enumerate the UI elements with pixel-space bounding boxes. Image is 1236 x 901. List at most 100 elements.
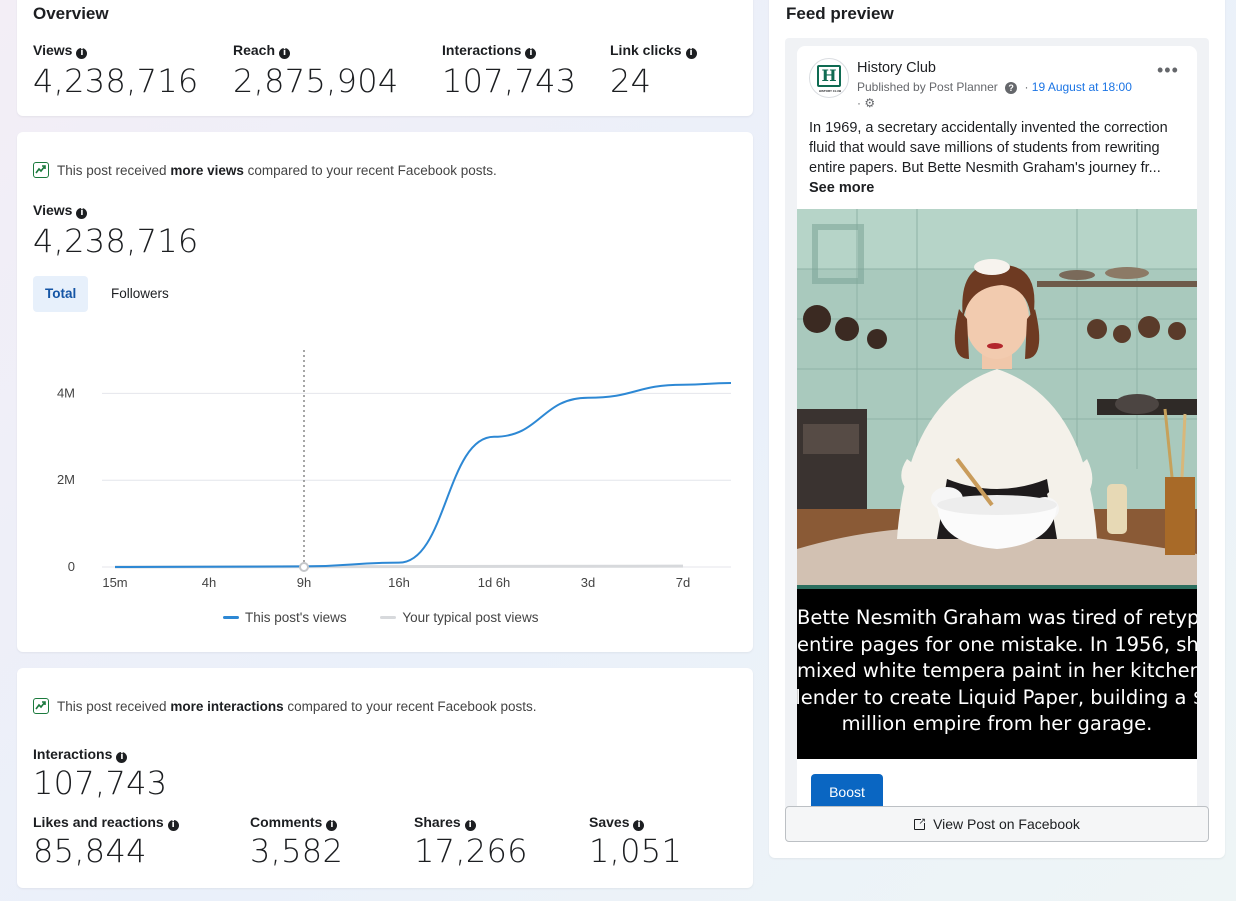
- metric-label: Saves: [589, 814, 630, 830]
- x-tick-label: 15m: [102, 575, 127, 590]
- metric-label: Interactions: [442, 42, 522, 58]
- note-bold: more interactions: [170, 699, 284, 714]
- metric-value: 2,875,904: [233, 62, 399, 100]
- y-tick-label: 0: [68, 559, 75, 574]
- marker-point: [299, 562, 309, 572]
- post-body-text: In 1969, a secretary accidentally invent…: [809, 120, 1168, 176]
- x-tick-label: 9h: [297, 575, 311, 590]
- caption-line: mixed white tempera paint in her kitchen: [797, 659, 1197, 682]
- metric-value: 3,582: [250, 832, 344, 870]
- interactions-metric: Interactions i 107,743: [33, 746, 167, 802]
- trend-up-icon: [33, 162, 49, 178]
- history-club-logo: H: [817, 65, 841, 87]
- info-icon[interactable]: i: [525, 48, 537, 59]
- tab-total[interactable]: Total: [33, 276, 89, 312]
- metric-label: Views: [33, 42, 73, 58]
- post-body: In 1969, a secretary accidentally invent…: [809, 118, 1187, 198]
- view-post-label: View Post on Facebook: [933, 816, 1080, 832]
- logo-subtext: HISTORY CLUB: [818, 89, 842, 93]
- y-tick-label: 2M: [57, 472, 75, 487]
- metric-label: Likes and reactions: [33, 814, 164, 830]
- view-post-button[interactable]: ↗ View Post on Facebook: [785, 806, 1209, 842]
- info-icon[interactable]: i: [326, 820, 338, 831]
- interactions-note: This post received more interactions com…: [33, 698, 536, 714]
- feed-preview-card: Feed preview H HISTORY CLUB History Club…: [769, 0, 1225, 858]
- post-date[interactable]: 19 August at 18:00: [1031, 80, 1132, 94]
- metric-value: 24: [610, 62, 652, 100]
- metric-label: Comments: [250, 814, 323, 830]
- views-metric: Views i 4,238,716: [33, 202, 199, 260]
- feed-preview-title: Feed preview: [786, 4, 894, 23]
- audience-gear-icon: · ⚙: [857, 96, 876, 110]
- x-tick-label: 16h: [388, 575, 410, 590]
- metric-value: 4,238,716: [33, 62, 199, 100]
- metric-label: Interactions: [33, 746, 113, 762]
- see-more-link[interactable]: See more: [809, 180, 875, 196]
- published-by: Published by Post Planner: [857, 80, 998, 94]
- series-this-post-views-line: [114, 382, 732, 568]
- metric-likes: Likes and reactions i 85,844: [33, 814, 179, 870]
- logo-letter: H: [821, 66, 837, 85]
- x-tick-label: 3d: [581, 575, 595, 590]
- chart-legend: This post's views Your typical post view…: [223, 610, 538, 625]
- note-suffix: compared to your recent Facebook posts.: [283, 699, 537, 714]
- metric-shares: Shares i 17,266: [414, 814, 528, 870]
- overview-metric-views: Views i 4,238,716: [33, 42, 199, 100]
- metric-value: 107,743: [33, 764, 168, 802]
- overview-card: Overview Views i 4,238,716 Reach i 2,875,9…: [17, 0, 753, 116]
- x-tick-label: 4h: [202, 575, 216, 590]
- legend-this-post: This post's views: [245, 610, 347, 625]
- metric-comments: Comments i 3,582: [250, 814, 343, 870]
- legend-swatch-this-post: [223, 616, 239, 619]
- metric-value: 85,844: [33, 832, 147, 870]
- overview-metric-reach: Reach i 2,875,904: [233, 42, 399, 100]
- trend-up-icon: [33, 698, 49, 714]
- metric-label: Link clicks: [610, 42, 682, 58]
- views-card: This post received more views compared t…: [17, 132, 753, 652]
- metric-label: Reach: [233, 42, 276, 58]
- metric-value: 17,266: [414, 832, 528, 870]
- tab-followers[interactable]: Followers: [111, 286, 169, 301]
- metric-value: 1,051: [589, 832, 683, 870]
- post-image[interactable]: Bette Nesmith Graham was tired of retypi…: [797, 209, 1197, 759]
- more-options-icon[interactable]: •••: [1157, 60, 1179, 80]
- note-bold: more views: [170, 163, 244, 178]
- y-tick-label: 4M: [57, 385, 75, 400]
- overview-metric-link-clicks: Link clicks i 24: [610, 42, 697, 100]
- legend-typical: Your typical post views: [402, 610, 539, 625]
- page-name[interactable]: History Club: [857, 60, 936, 76]
- info-icon[interactable]: i: [76, 208, 88, 219]
- info-icon[interactable]: i: [685, 48, 697, 59]
- info-icon[interactable]: i: [76, 48, 88, 59]
- note-suffix: compared to your recent Facebook posts.: [243, 163, 497, 178]
- caption-line: million empire from her garage.: [841, 712, 1153, 735]
- caption-line: blender to create Liquid Paper, building…: [797, 685, 1197, 709]
- series-typical-views-line: [114, 564, 684, 569]
- overview-title: Overview: [33, 4, 109, 23]
- boost-button[interactable]: Boost: [811, 774, 883, 810]
- interactions-card: This post received more interactions com…: [17, 668, 753, 888]
- views-note: This post received more views compared t…: [33, 162, 497, 178]
- info-icon[interactable]: i: [167, 820, 179, 831]
- x-tick-label: 7d: [676, 575, 690, 590]
- metric-label: Shares: [414, 814, 461, 830]
- post-meta: Published by Post Planner ? · 19 August …: [857, 80, 1132, 94]
- caption-line: Bette Nesmith Graham was tired of retypi…: [797, 606, 1197, 629]
- metric-label: Views: [33, 202, 73, 218]
- note-prefix: This post received: [57, 163, 171, 178]
- post-card: H HISTORY CLUB History Club Published by…: [797, 46, 1197, 816]
- metric-saves: Saves i 1,051: [589, 814, 682, 870]
- info-icon[interactable]: i: [279, 48, 291, 59]
- image-divider: [797, 585, 1197, 589]
- caption-line: entire pages for one mistake. In 1956, s…: [797, 632, 1197, 656]
- external-link-icon: ↗: [914, 817, 928, 830]
- metric-value: 107,743: [442, 62, 577, 100]
- post-illustration: [797, 209, 1197, 585]
- image-caption: Bette Nesmith Graham was tired of retypi…: [797, 605, 1197, 738]
- help-icon[interactable]: ?: [1005, 82, 1018, 94]
- metric-value: 4,238,716: [33, 222, 199, 260]
- info-icon[interactable]: i: [464, 820, 476, 831]
- info-icon[interactable]: i: [633, 820, 645, 831]
- page-avatar[interactable]: H HISTORY CLUB: [809, 58, 849, 98]
- info-icon[interactable]: i: [116, 752, 128, 763]
